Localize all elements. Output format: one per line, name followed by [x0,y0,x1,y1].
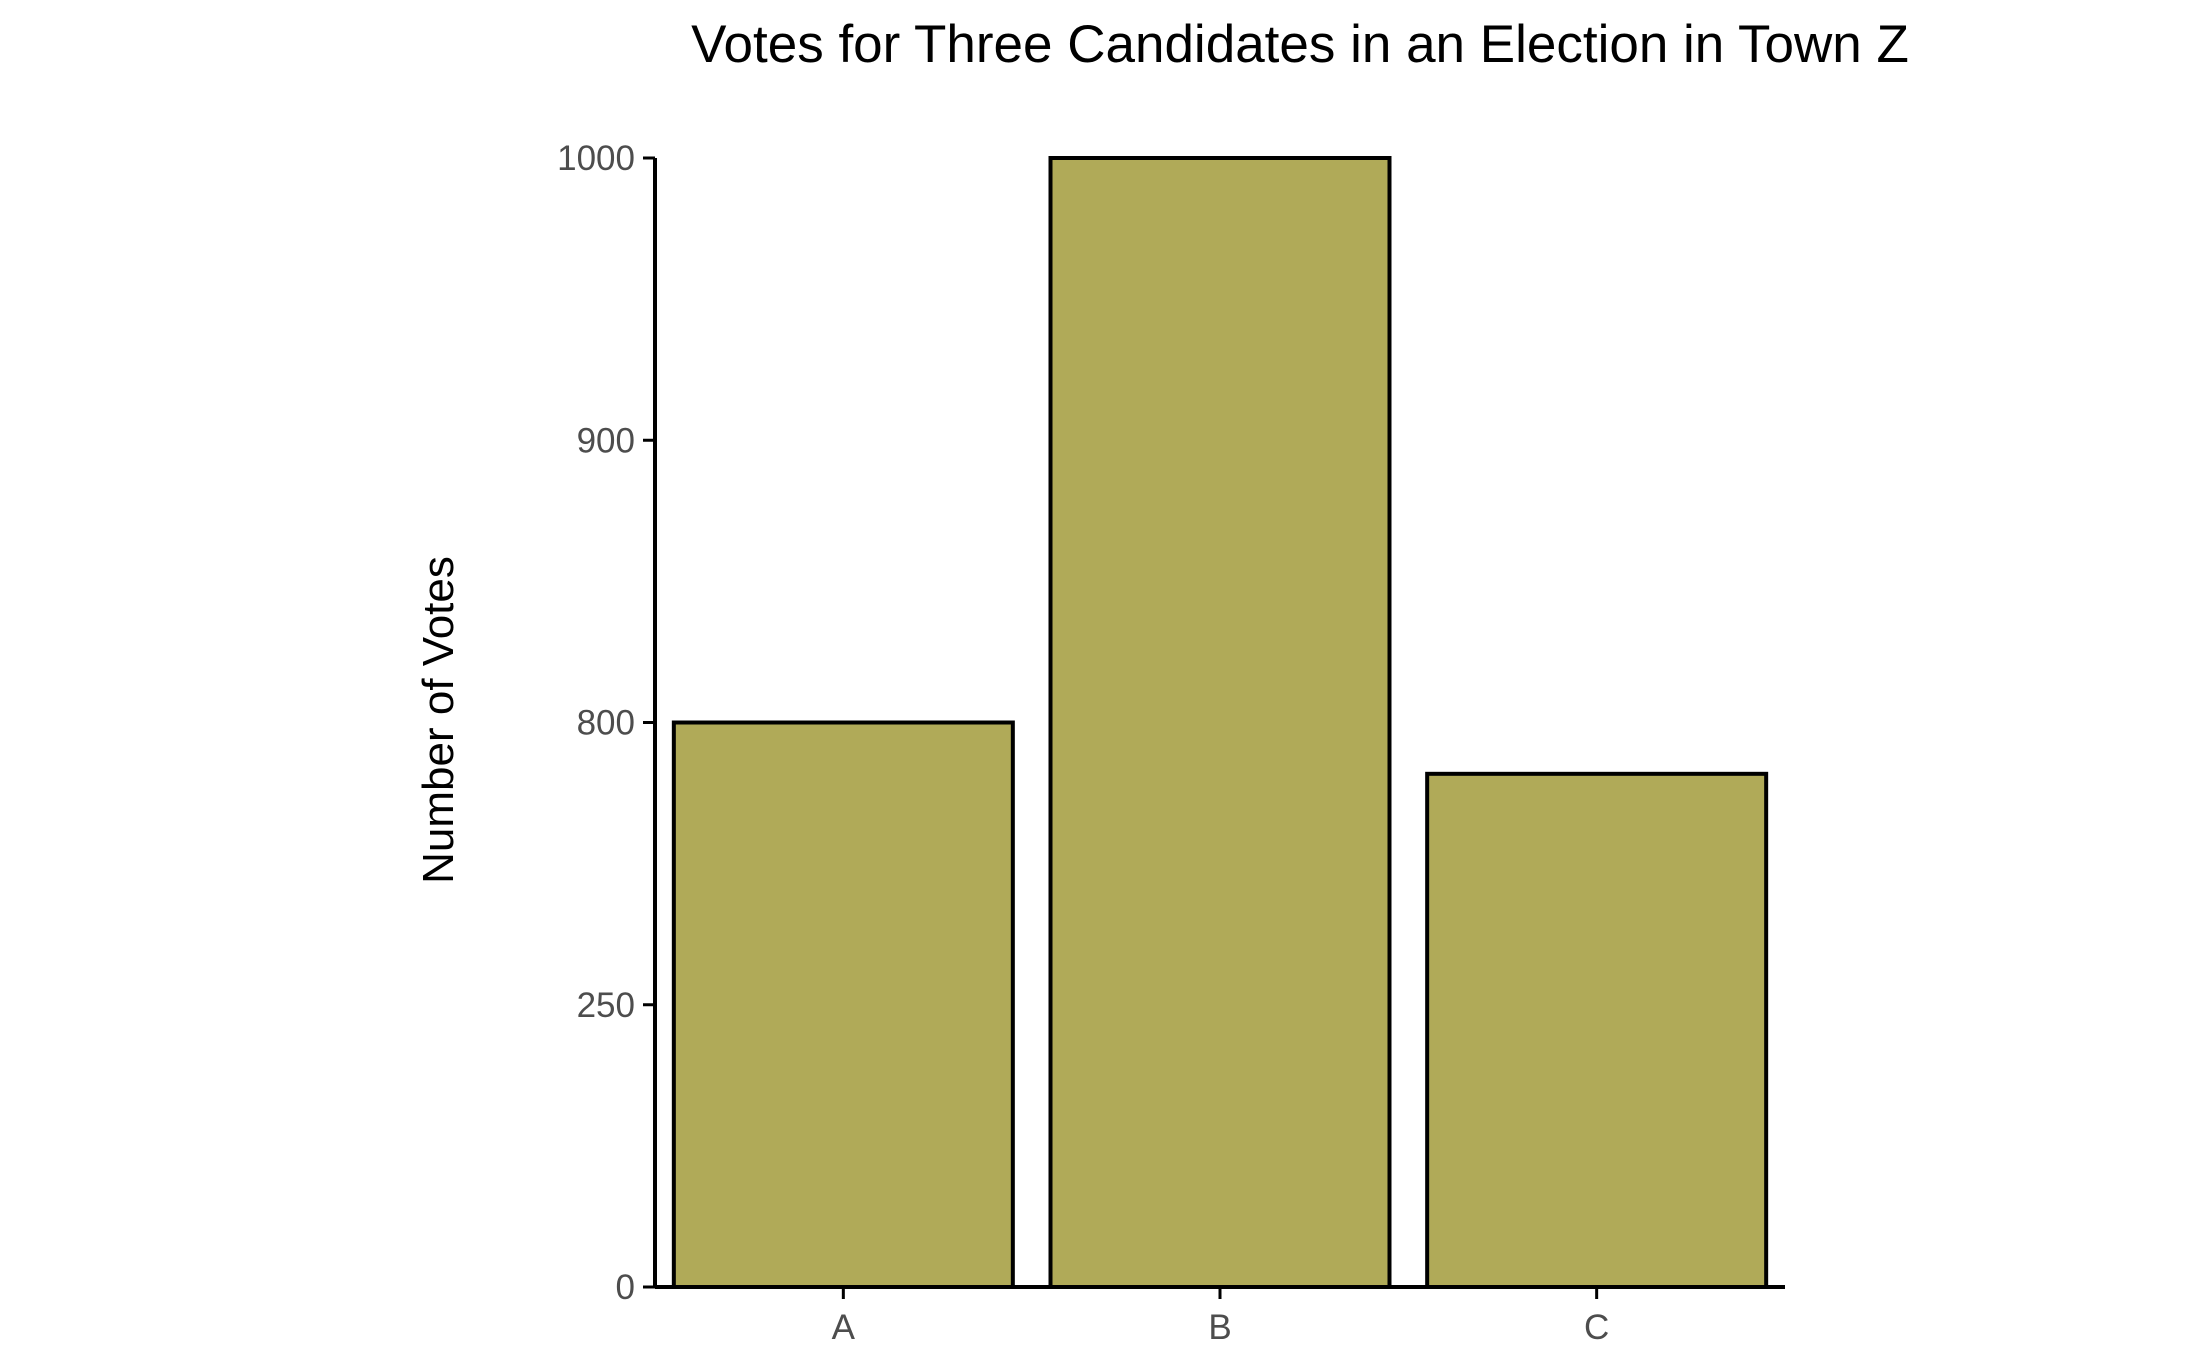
y-tick-label: 800 [577,704,635,743]
x-tick-label: C [1584,1308,1609,1347]
x-axis-ticks: A B C [832,1287,1610,1347]
bar-c [1427,774,1766,1287]
chart-title: Votes for Three Candidates in an Electio… [691,15,1909,74]
y-tick-label: 0 [616,1268,635,1307]
y-axis-ticks: 0 250 800 900 1000 [557,139,655,1307]
y-axis-label: Number of Votes [414,556,463,884]
bar-b [1051,158,1390,1287]
y-tick-label: 1000 [557,139,635,178]
bars-group [674,158,1766,1287]
bar-a [674,723,1013,1288]
y-tick-label: 250 [577,986,635,1025]
x-tick-label: B [1208,1308,1231,1347]
y-tick-label: 900 [577,421,635,460]
x-tick-label: A [832,1308,856,1347]
